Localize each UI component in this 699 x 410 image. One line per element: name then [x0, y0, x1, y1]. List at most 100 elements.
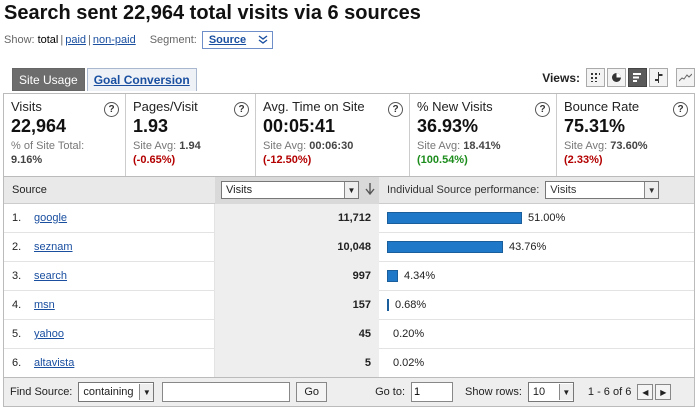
metric-bounce-rate: Bounce Rate 75.31% Site Avg: 73.60% (2.3… — [557, 94, 694, 176]
sources-table: Source Visits ▼ Individual Source perfor… — [3, 176, 695, 378]
help-icon[interactable]: ? — [535, 102, 550, 117]
show-rows-select[interactable]: 10 ▼ — [527, 382, 574, 402]
row-number: 6. — [12, 357, 22, 369]
performance-cell: 51.00% — [379, 204, 565, 233]
source-cell: search — [26, 261, 215, 291]
find-mode-select[interactable]: containing ▼ — [78, 382, 155, 402]
performance-cell: 0.68% — [379, 291, 426, 320]
show-total: total — [37, 34, 59, 46]
source-link[interactable]: search — [34, 270, 68, 282]
source-cell: yahoo — [26, 319, 215, 349]
source-cell: seznam — [26, 232, 215, 262]
source-link[interactable]: altavista — [34, 357, 75, 369]
metric-avg-time: Avg. Time on Site 00:05:41 Site Avg: 00:… — [256, 94, 410, 176]
show-paid-link[interactable]: paid — [65, 34, 87, 46]
table-row: 5. yahoo 45 0.20% — [4, 319, 694, 349]
show-nonpaid-link[interactable]: non-paid — [92, 34, 136, 46]
performance-bar — [387, 270, 398, 282]
find-source-label: Find Source: — [10, 386, 73, 398]
table-row: 2. seznam 10,048 43.76% — [4, 232, 694, 262]
percent-label: 0.20% — [393, 328, 425, 340]
views-label: Views: — [542, 70, 580, 85]
dropdown-arrow-icon: ▼ — [558, 384, 573, 400]
dropdown-arrow-icon: ▼ — [344, 182, 358, 198]
sort-descending-icon[interactable] — [365, 182, 375, 198]
next-page-icon[interactable]: ▶ — [655, 384, 672, 400]
bar-chart-icon[interactable] — [628, 68, 647, 87]
column-header-source[interactable]: Source — [12, 184, 47, 196]
help-icon[interactable]: ? — [104, 102, 119, 117]
table-body: 1. google 11,712 51.00% 2. seznam 10,048 43.76%… — [4, 203, 694, 378]
metric-new-visits: % New Visits 36.93% Site Avg: 18.41% (10… — [410, 94, 557, 176]
source-cell: altavista — [26, 348, 215, 378]
double-chevron-down-icon — [256, 33, 270, 47]
prev-page-icon[interactable]: ◀ — [637, 384, 654, 400]
find-source-input[interactable] — [162, 382, 291, 402]
visits-cell: 45 — [215, 319, 379, 349]
percent-label: 0.68% — [395, 299, 427, 311]
tab-site-usage[interactable]: Site Usage — [12, 68, 85, 91]
dropdown-arrow-icon: ▼ — [139, 384, 154, 400]
metric-pages-visit: Pages/Visit 1.93 Site Avg: 1.94 (-0.65%)… — [126, 94, 256, 176]
help-icon[interactable]: ? — [388, 102, 403, 117]
row-number: 3. — [12, 270, 22, 282]
tab-goal-conversion[interactable]: Goal Conversion — [86, 68, 197, 91]
show-filter: Show: total | paid | non-paid Segment: S… — [4, 31, 274, 49]
visits-cell: 11,712 — [215, 203, 379, 233]
performance-metric-select[interactable]: Visits ▼ — [545, 181, 660, 199]
row-number: 2. — [12, 241, 22, 253]
summary-metrics: Visits 22,964 % of Site Total: 9.16% ? P… — [3, 93, 695, 177]
show-label: Show: — [4, 34, 35, 46]
help-icon[interactable]: ? — [234, 102, 249, 117]
table-header: Source Visits ▼ Individual Source perfor… — [4, 176, 694, 204]
row-number: 4. — [12, 299, 22, 311]
percent-label: 43.76% — [509, 241, 547, 253]
pagination-range: 1 - 6 of 6 — [587, 386, 632, 398]
source-link[interactable]: yahoo — [34, 328, 64, 340]
show-rows-label: Show rows: — [465, 386, 522, 398]
segment-label: Segment: — [149, 34, 197, 46]
performance-bar — [387, 212, 522, 224]
performance-cell: 0.02% — [379, 349, 424, 378]
help-icon[interactable]: ? — [673, 102, 688, 117]
segment-dropdown[interactable]: Source — [201, 31, 274, 49]
performance-cell: 43.76% — [379, 233, 546, 262]
percent-label: 0.02% — [393, 357, 425, 369]
performance-cell: 4.34% — [379, 262, 435, 291]
table-row: 3. search 997 4.34% — [4, 261, 694, 291]
pivot-icon[interactable] — [676, 68, 695, 87]
segment-value: Source — [208, 34, 247, 46]
visits-cell: 997 — [215, 261, 379, 291]
views-toolbar: Views: — [542, 68, 695, 87]
table-row: 6. altavista 5 0.02% — [4, 348, 694, 378]
metric-visits: Visits 22,964 % of Site Total: 9.16% ? — [4, 94, 126, 176]
row-number: 1. — [12, 212, 22, 224]
pie-chart-icon[interactable] — [607, 68, 626, 87]
visits-metric-select[interactable]: Visits ▼ — [221, 181, 359, 199]
table-view-icon[interactable] — [586, 68, 605, 87]
column-header-visits: Visits ▼ — [215, 176, 379, 204]
visits-cell: 157 — [215, 290, 379, 320]
go-button[interactable]: Go — [296, 382, 328, 402]
source-cell: google — [26, 203, 215, 233]
table-row: 1. google 11,712 51.00% — [4, 203, 694, 233]
source-link[interactable]: msn — [34, 299, 55, 311]
source-link[interactable]: seznam — [34, 241, 73, 253]
dropdown-arrow-icon: ▼ — [644, 182, 659, 198]
source-cell: msn — [26, 290, 215, 320]
visits-cell: 5 — [215, 348, 379, 378]
percent-label: 4.34% — [404, 270, 436, 282]
source-link[interactable]: google — [34, 212, 68, 224]
performance-header: Individual Source performance: Visits ▼ — [379, 181, 660, 199]
performance-bar — [387, 299, 389, 311]
goto-page-input[interactable] — [411, 382, 454, 402]
comparison-icon[interactable] — [649, 68, 668, 87]
tab-bar: Site Usage Goal Conversion — [12, 68, 199, 91]
goto-label: Go to: — [375, 386, 406, 398]
table-row: 4. msn 157 0.68% — [4, 290, 694, 320]
performance-bar — [387, 241, 503, 253]
performance-cell: 0.20% — [379, 320, 424, 349]
page-title: Search sent 22,964 total visits via 6 so… — [4, 2, 421, 24]
percent-label: 51.00% — [528, 212, 566, 224]
row-number: 5. — [12, 328, 22, 340]
